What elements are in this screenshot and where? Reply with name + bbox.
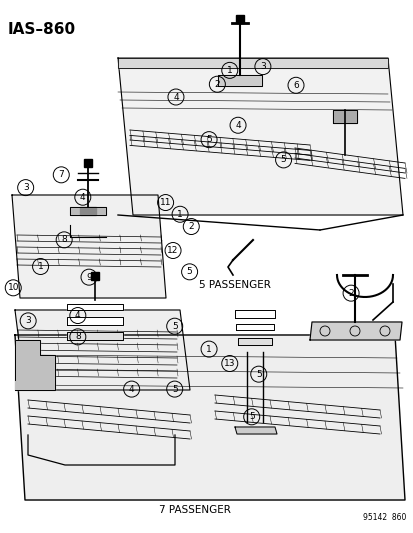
Polygon shape [118, 58, 402, 215]
Text: 4: 4 [173, 93, 178, 101]
Polygon shape [309, 322, 401, 340]
Polygon shape [235, 427, 276, 434]
Polygon shape [67, 317, 123, 325]
Polygon shape [235, 310, 274, 318]
Text: 5: 5 [206, 135, 211, 144]
Text: 5: 5 [171, 322, 177, 330]
Polygon shape [218, 75, 261, 86]
Polygon shape [235, 324, 273, 330]
Polygon shape [67, 304, 123, 310]
Text: 5: 5 [280, 156, 286, 164]
Polygon shape [15, 310, 190, 390]
Polygon shape [67, 332, 123, 340]
Text: 1: 1 [226, 66, 232, 75]
Text: 4: 4 [75, 311, 81, 320]
Text: 2: 2 [188, 222, 194, 231]
Text: 4: 4 [235, 121, 240, 130]
Text: 10: 10 [7, 284, 19, 292]
Text: 8: 8 [61, 236, 67, 244]
Text: 1: 1 [38, 262, 43, 271]
Polygon shape [15, 335, 404, 500]
Text: 95142  860: 95142 860 [362, 513, 405, 522]
Text: 3: 3 [259, 62, 265, 71]
Text: 4: 4 [80, 193, 85, 201]
Text: 6: 6 [292, 81, 298, 90]
Polygon shape [80, 207, 96, 215]
Text: 3: 3 [23, 183, 28, 192]
Text: 1: 1 [177, 210, 183, 219]
Polygon shape [15, 340, 55, 390]
Text: 4: 4 [128, 385, 134, 393]
Text: 5: 5 [248, 413, 254, 421]
Text: 12: 12 [167, 246, 178, 255]
Text: 5 PASSENGER: 5 PASSENGER [199, 280, 270, 290]
Text: 11: 11 [159, 198, 171, 207]
Text: 5: 5 [171, 385, 177, 393]
Polygon shape [84, 159, 92, 167]
Text: 9: 9 [86, 273, 92, 281]
Polygon shape [70, 207, 106, 215]
Text: 8: 8 [75, 333, 81, 341]
Text: 5: 5 [186, 268, 192, 276]
Text: 7 PASSENGER: 7 PASSENGER [159, 505, 230, 515]
Text: 7: 7 [58, 171, 64, 179]
Polygon shape [235, 15, 243, 23]
Text: 2: 2 [214, 80, 220, 88]
Polygon shape [118, 58, 387, 68]
Text: IAS–860: IAS–860 [8, 22, 76, 37]
Polygon shape [12, 195, 166, 298]
Text: 2: 2 [347, 289, 353, 297]
Polygon shape [332, 110, 356, 123]
Text: 1: 1 [206, 345, 211, 353]
Polygon shape [91, 272, 99, 280]
Polygon shape [237, 338, 271, 345]
Text: 13: 13 [223, 359, 235, 368]
Text: 3: 3 [25, 317, 31, 325]
Text: 5: 5 [255, 370, 261, 378]
